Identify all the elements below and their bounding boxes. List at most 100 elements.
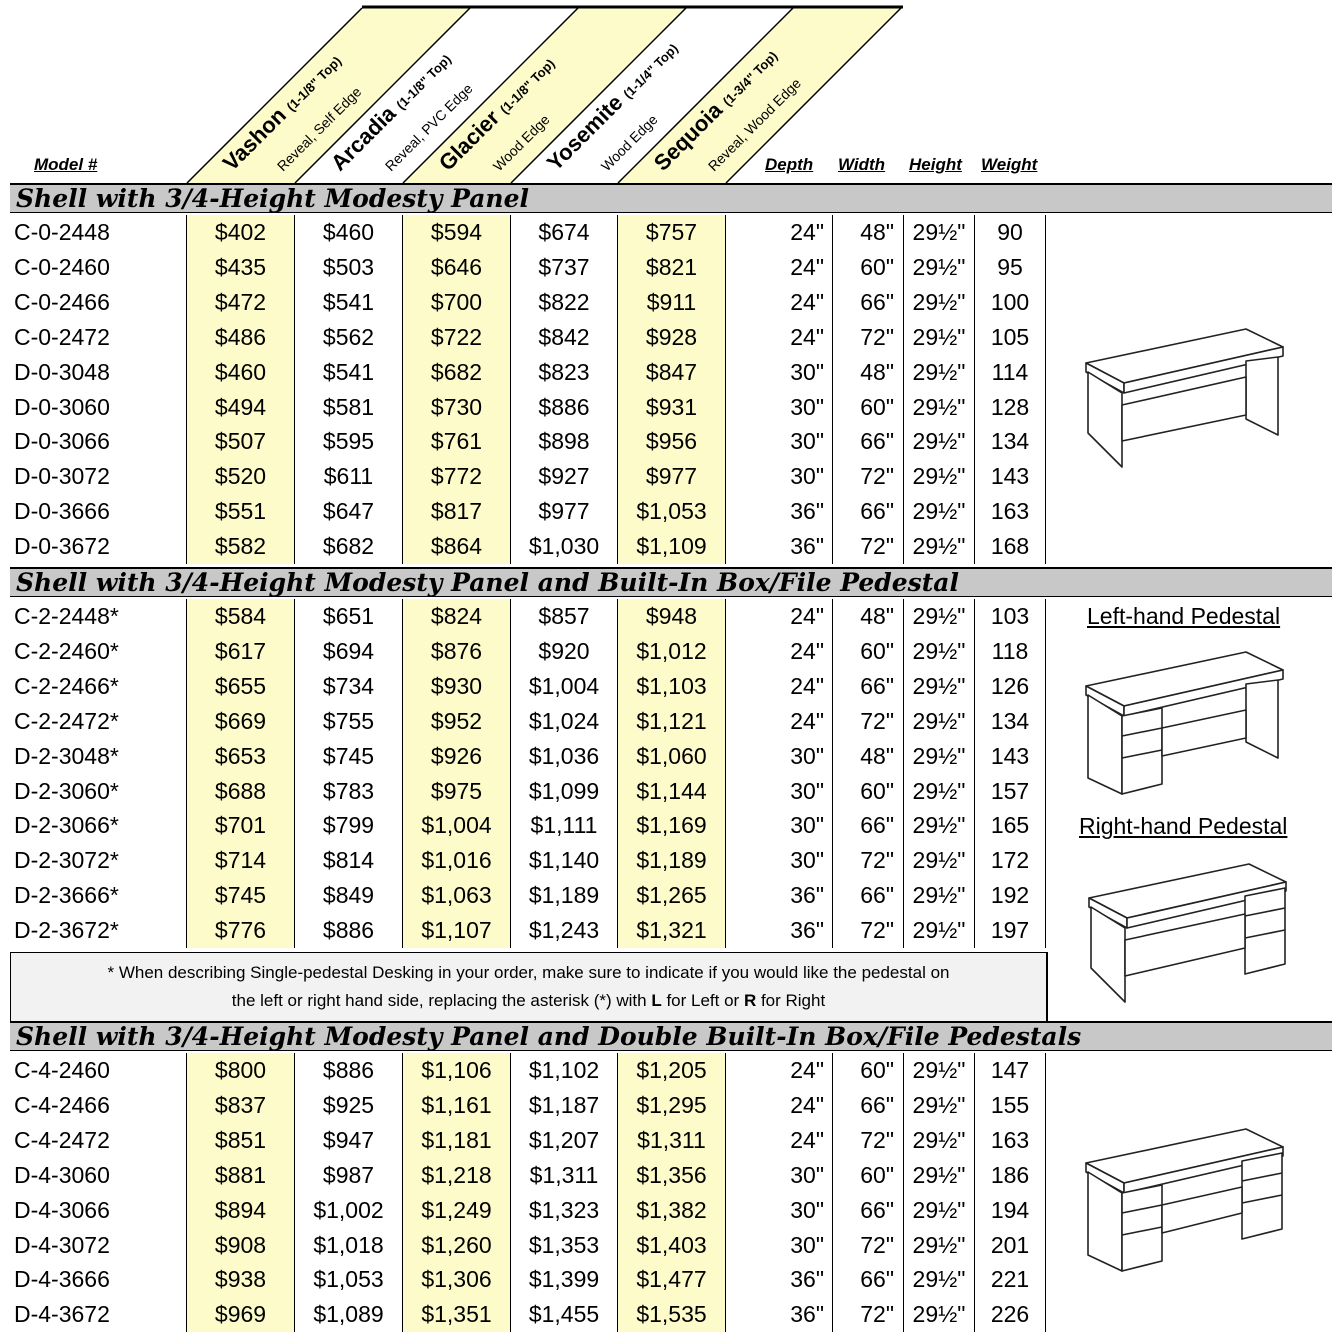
model-number: C-4-2466 bbox=[14, 1091, 110, 1118]
height-cell: 29½" bbox=[903, 843, 974, 879]
width-cell: 66" bbox=[832, 1262, 902, 1298]
height-cell: 29½" bbox=[903, 808, 974, 844]
width-column-header: Width bbox=[838, 155, 886, 174]
price-cell-vashon: $701 bbox=[186, 808, 294, 844]
table-row: D-2-3666* $745 $849 $1,063 $1,189 $1,265 36" 66… bbox=[10, 878, 1050, 914]
price-cell-vashon: $894 bbox=[186, 1192, 294, 1228]
table-row: C-2-2448* $584 $651 $824 $857 $948 24" 48" 29½" 1… bbox=[10, 599, 1050, 634]
depth-cell: 30" bbox=[725, 459, 832, 495]
price-cell-vashon: $655 bbox=[186, 668, 294, 704]
footnote: * When describing Single-pedestal Deskin… bbox=[10, 952, 1048, 1022]
table-row: D-4-3066 $894 $1,002 $1,249 $1,323 $1,382 30" 6… bbox=[10, 1192, 1050, 1228]
depth-cell: 36" bbox=[725, 494, 832, 530]
desk-right-pedestal-illustration bbox=[1088, 863, 1287, 1003]
footnote-line-1: * When describing Single-pedestal Deskin… bbox=[107, 963, 950, 982]
right-hand-pedestal-label: Right-hand Pedestal bbox=[1079, 813, 1288, 839]
price-cell-vashon: $653 bbox=[186, 738, 294, 774]
model-number: D-2-3048* bbox=[14, 742, 119, 769]
model-number: D-2-3072* bbox=[14, 847, 119, 874]
width-cell: 48" bbox=[832, 738, 902, 774]
model-number: C-4-2460 bbox=[14, 1057, 110, 1083]
width-cell: 72" bbox=[832, 529, 902, 565]
width-cell: 72" bbox=[832, 703, 902, 739]
desk-shell-illustration bbox=[1085, 328, 1284, 468]
price-cell-arcadia: $611 bbox=[294, 459, 402, 495]
table-row: D-2-3672* $776 $886 $1,107 $1,243 $1,321 36" 72… bbox=[10, 913, 1050, 949]
model-number: D-0-3072 bbox=[14, 463, 110, 490]
price-cell-glacier: $772 bbox=[402, 459, 510, 495]
table-row: D-0-3060 $494 $581 $730 $886 $931 30" 60" 29½" 12… bbox=[10, 389, 1050, 425]
model-number: C-0-2466 bbox=[14, 288, 110, 315]
price-cell-arcadia: $1,053 bbox=[294, 1262, 402, 1298]
height-cell: 29½" bbox=[903, 773, 974, 809]
model-number: D-4-3672 bbox=[14, 1301, 110, 1328]
price-cell-glacier: $1,161 bbox=[402, 1087, 510, 1123]
price-cell-yosemite: $977 bbox=[510, 494, 617, 530]
price-cell-glacier: $682 bbox=[402, 354, 510, 390]
price-cell-arcadia: $503 bbox=[294, 249, 402, 285]
width-cell: 72" bbox=[832, 1297, 902, 1332]
height-cell: 29½" bbox=[903, 389, 974, 425]
width-cell: 72" bbox=[832, 1122, 902, 1158]
price-cell-arcadia: $886 bbox=[294, 913, 402, 949]
weight-cell: 163 bbox=[974, 1122, 1046, 1158]
weight-cell: 143 bbox=[974, 459, 1046, 495]
price-cell-glacier: $824 bbox=[402, 599, 510, 634]
depth-cell: 36" bbox=[725, 878, 832, 914]
price-cell-arcadia: $581 bbox=[294, 389, 402, 425]
price-cell-sequoia: $1,205 bbox=[617, 1053, 725, 1088]
width-cell: 48" bbox=[832, 354, 902, 390]
depth-cell: 24" bbox=[725, 215, 832, 250]
price-cell-glacier: $1,218 bbox=[402, 1157, 510, 1193]
table-row: D-2-3072* $714 $814 $1,016 $1,140 $1,189 30" 72… bbox=[10, 843, 1050, 879]
depth-cell: 30" bbox=[725, 808, 832, 844]
price-cell-yosemite: $737 bbox=[510, 249, 617, 285]
price-cell-sequoia: $1,060 bbox=[617, 738, 725, 774]
depth-cell: 24" bbox=[725, 1053, 832, 1088]
price-cell-glacier: $1,306 bbox=[402, 1262, 510, 1298]
price-cell-yosemite: $1,111 bbox=[510, 808, 617, 844]
table-row: D-4-3072 $908 $1,018 $1,260 $1,353 $1,403 30" 7… bbox=[10, 1227, 1050, 1263]
price-cell-vashon: $837 bbox=[186, 1087, 294, 1123]
price-cell-glacier: $646 bbox=[402, 249, 510, 285]
depth-cell: 24" bbox=[725, 284, 832, 320]
depth-cell: 24" bbox=[725, 319, 832, 355]
price-cell-vashon: $688 bbox=[186, 773, 294, 809]
width-cell: 48" bbox=[832, 215, 902, 250]
price-cell-sequoia: $948 bbox=[617, 599, 725, 634]
price-cell-arcadia: $947 bbox=[294, 1122, 402, 1158]
price-cell-vashon: $776 bbox=[186, 913, 294, 949]
height-cell: 29½" bbox=[903, 913, 974, 949]
price-cell-vashon: $881 bbox=[186, 1157, 294, 1193]
price-cell-vashon: $908 bbox=[186, 1227, 294, 1263]
table-row: D-0-3666 $551 $647 $817 $977 $1,053 36" 66" 29½"… bbox=[10, 494, 1050, 530]
price-cell-yosemite: $1,311 bbox=[510, 1157, 617, 1193]
model-number: C-2-2460* bbox=[14, 637, 119, 664]
price-cell-arcadia: $755 bbox=[294, 703, 402, 739]
price-cell-vashon: $435 bbox=[186, 249, 294, 285]
price-cell-sequoia: $931 bbox=[617, 389, 725, 425]
price-cell-vashon: $800 bbox=[186, 1053, 294, 1088]
price-cell-glacier: $1,004 bbox=[402, 808, 510, 844]
weight-cell: 226 bbox=[974, 1297, 1046, 1332]
price-cell-yosemite: $1,243 bbox=[510, 913, 617, 949]
price-cell-glacier: $1,016 bbox=[402, 843, 510, 879]
price-cell-sequoia: $1,144 bbox=[617, 773, 725, 809]
depth-cell: 30" bbox=[725, 843, 832, 879]
price-cell-vashon: $969 bbox=[186, 1297, 294, 1332]
price-cell-glacier: $594 bbox=[402, 215, 510, 250]
table-row: D-4-3672 $969 $1,089 $1,351 $1,455 $1,535 36" 7… bbox=[10, 1297, 1050, 1332]
section-header: Shell with 3/4-Height Modesty Panel and … bbox=[10, 1021, 1332, 1051]
depth-cell: 36" bbox=[725, 529, 832, 565]
weight-cell: 192 bbox=[974, 878, 1046, 914]
height-cell: 29½" bbox=[903, 249, 974, 285]
price-cell-arcadia: $647 bbox=[294, 494, 402, 530]
price-cell-arcadia: $814 bbox=[294, 843, 402, 879]
price-cell-glacier: $1,063 bbox=[402, 878, 510, 914]
price-cell-arcadia: $1,018 bbox=[294, 1227, 402, 1263]
height-cell: 29½" bbox=[903, 1087, 974, 1123]
price-cell-sequoia: $928 bbox=[617, 319, 725, 355]
price-cell-sequoia: $977 bbox=[617, 459, 725, 495]
price-cell-glacier: $952 bbox=[402, 703, 510, 739]
model-number: C-0-2460 bbox=[14, 253, 110, 280]
